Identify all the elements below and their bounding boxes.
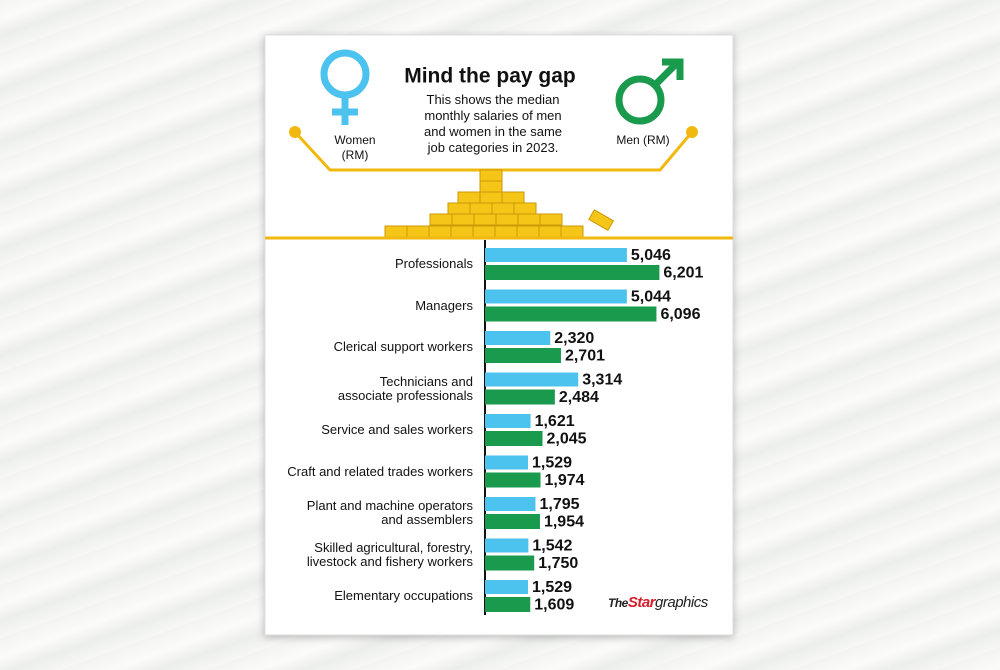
scale-dot [686, 126, 698, 138]
source-logo: TheStargraphics [608, 594, 708, 611]
category-label: Craft and related trades workers [287, 463, 473, 479]
bar [485, 414, 531, 428]
bar [485, 538, 529, 553]
category-label: Managers [415, 297, 473, 313]
value-label: 1,529 [532, 455, 572, 472]
bar [485, 248, 627, 262]
bar [485, 289, 627, 304]
value-label: 1,954 [544, 514, 584, 531]
bar [485, 372, 579, 387]
chart-subtitle: This shows the median monthly salaries o… [423, 92, 563, 155]
value-label: 5,044 [631, 289, 671, 306]
logo-prefix: The [608, 596, 628, 610]
value-label: 6,096 [660, 306, 700, 323]
scale-dot [289, 126, 301, 138]
bar [485, 348, 561, 363]
category-label: Technicians and associate professionals [337, 373, 473, 403]
bar [485, 472, 541, 488]
bar [485, 306, 657, 322]
bar [485, 497, 536, 511]
value-label: 1,795 [539, 496, 579, 513]
value-label: 6,201 [663, 265, 703, 282]
value-label: 3,314 [582, 372, 622, 389]
logo-name: Star [627, 594, 656, 611]
bar [485, 389, 555, 405]
legend-label: Men (RM) [616, 133, 670, 147]
value-label: 2,484 [559, 389, 599, 406]
category-label: Professionals [394, 256, 473, 271]
value-label: 1,542 [532, 538, 572, 555]
value-label: 1,974 [545, 472, 585, 489]
category-label: Skilled agricultural, forestry, livestoc… [306, 539, 473, 569]
bar [485, 455, 529, 470]
value-label: 2,045 [547, 431, 587, 448]
coin-pile [384, 169, 615, 238]
value-label: 1,621 [535, 413, 575, 430]
male-icon [615, 58, 684, 125]
value-label: 1,750 [538, 555, 578, 572]
chart-title: Mind the pay gap [404, 65, 576, 88]
value-label: 1,529 [532, 579, 572, 596]
bar [485, 597, 531, 612]
value-label: 2,320 [554, 330, 594, 347]
logo-suffix: graphics [655, 594, 708, 611]
value-label: 5,046 [631, 247, 671, 264]
legend-label: Women (RM) [334, 133, 376, 162]
bar [485, 431, 543, 446]
bar [485, 331, 551, 345]
bar [485, 265, 660, 280]
value-label: 1,609 [534, 597, 574, 614]
category-label: Clerical support workers [333, 339, 473, 354]
category-label: Elementary occupations [334, 588, 473, 603]
bar [485, 580, 529, 594]
female-icon [320, 49, 370, 125]
bar [485, 555, 535, 571]
bar [485, 514, 540, 529]
category-label: Service and sales workers [321, 422, 473, 437]
value-label: 2,701 [565, 348, 605, 365]
category-label: Plant and machine operators and assemble… [306, 498, 473, 527]
